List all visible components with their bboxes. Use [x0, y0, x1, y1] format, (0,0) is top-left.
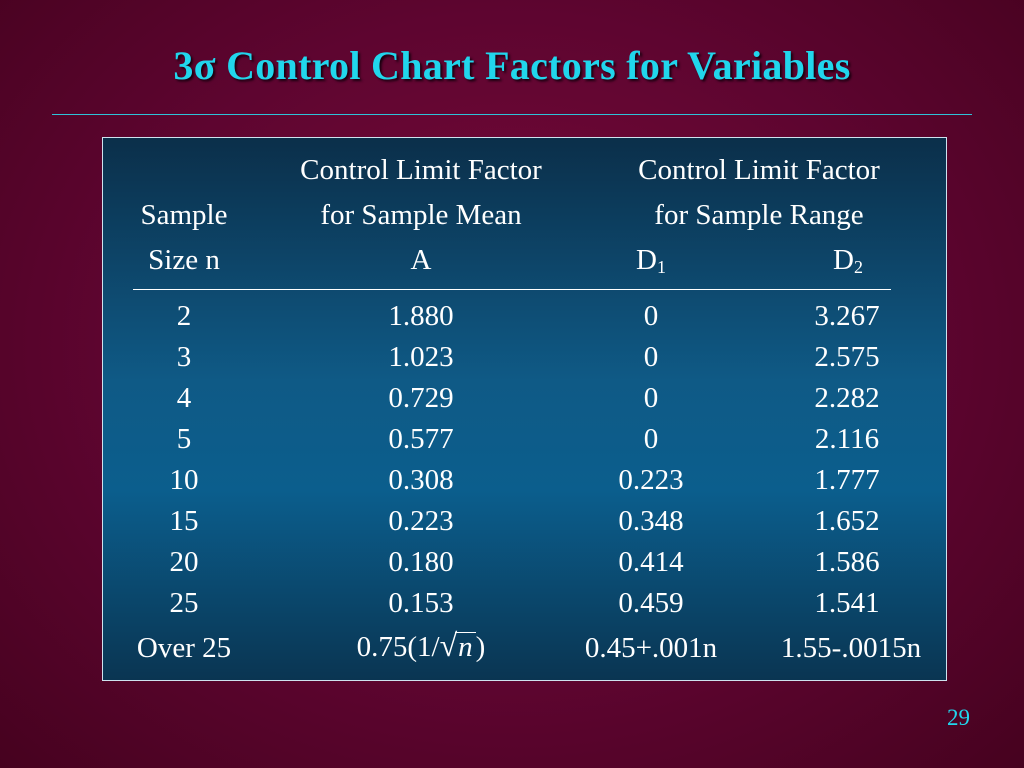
row-d1: 0.223: [618, 464, 684, 496]
header-range-line2: for Sample Range: [654, 199, 864, 231]
page-number: 29: [947, 705, 970, 730]
row-a: 0.308: [388, 464, 454, 496]
row-size: 3: [176, 341, 192, 373]
row-size: Over 25: [136, 632, 232, 664]
header-a: A: [410, 244, 432, 276]
title-divider: [52, 114, 972, 115]
sqrt-sign: √: [439, 627, 458, 663]
header-sample-line1: Sample: [140, 199, 228, 231]
row-size: 2: [176, 300, 192, 332]
row-d2: 1.652: [814, 505, 880, 537]
formula-prefix: 0.75(1/: [356, 631, 440, 663]
header-d1-letter: D: [636, 244, 657, 276]
row-a: 1.880: [388, 300, 454, 332]
row-a: 0.577: [388, 423, 454, 455]
row-a: 1.023: [388, 341, 454, 373]
sqrt-variable: n: [455, 632, 476, 662]
row-size: 4: [176, 382, 192, 414]
row-d1: 0.45+.001n: [584, 632, 718, 664]
row-d2: 2.116: [814, 423, 880, 455]
header-range-line1: Control Limit Factor: [638, 154, 880, 186]
row-size: 5: [176, 423, 192, 455]
row-size: 25: [169, 587, 199, 619]
row-d1: 0: [643, 382, 659, 414]
row-a: 0.180: [388, 546, 454, 578]
header-sample-line2: Size n: [148, 244, 220, 276]
row-a-formula: 0.75(1/√n): [263, 629, 579, 662]
row-size: 15: [169, 505, 199, 537]
row-a: 0.223: [388, 505, 454, 537]
row-d1: 0: [643, 423, 659, 455]
row-d2: 1.55-.0015n: [780, 632, 922, 664]
row-d1: 0: [643, 341, 659, 373]
header-mean-line1: Control Limit Factor: [300, 154, 542, 186]
row-d2: 1.586: [814, 546, 880, 578]
header-d1: D1: [573, 244, 729, 277]
slide-title: 3σ Control Chart Factors for Variables: [173, 43, 851, 88]
row-a: 0.729: [388, 382, 454, 414]
row-d1: 0.459: [618, 587, 684, 619]
sqrt-expression: √n: [440, 629, 476, 662]
row-d2: 3.267: [814, 300, 880, 332]
row-d1: 0.414: [618, 546, 684, 578]
row-size: 20: [169, 546, 199, 578]
header-d1-sub: 1: [656, 257, 666, 277]
row-d2: 2.282: [814, 382, 880, 414]
factors-table: Control Limit Factor Control Limit Facto…: [102, 137, 947, 681]
row-d2: 2.575: [814, 341, 880, 373]
row-size: 10: [169, 464, 199, 496]
header-d2-sub: 2: [853, 257, 863, 277]
row-d2: 1.777: [814, 464, 880, 496]
header-d2-letter: D: [833, 244, 854, 276]
row-d2: 1.541: [814, 587, 880, 619]
header-mean-line2: for Sample Mean: [320, 199, 522, 231]
row-d1: 0: [643, 300, 659, 332]
row-a: 0.153: [388, 587, 454, 619]
formula-suffix: ): [475, 631, 486, 663]
header-rule: [133, 289, 891, 290]
row-d1: 0.348: [618, 505, 684, 537]
header-d2: D2: [753, 244, 943, 277]
